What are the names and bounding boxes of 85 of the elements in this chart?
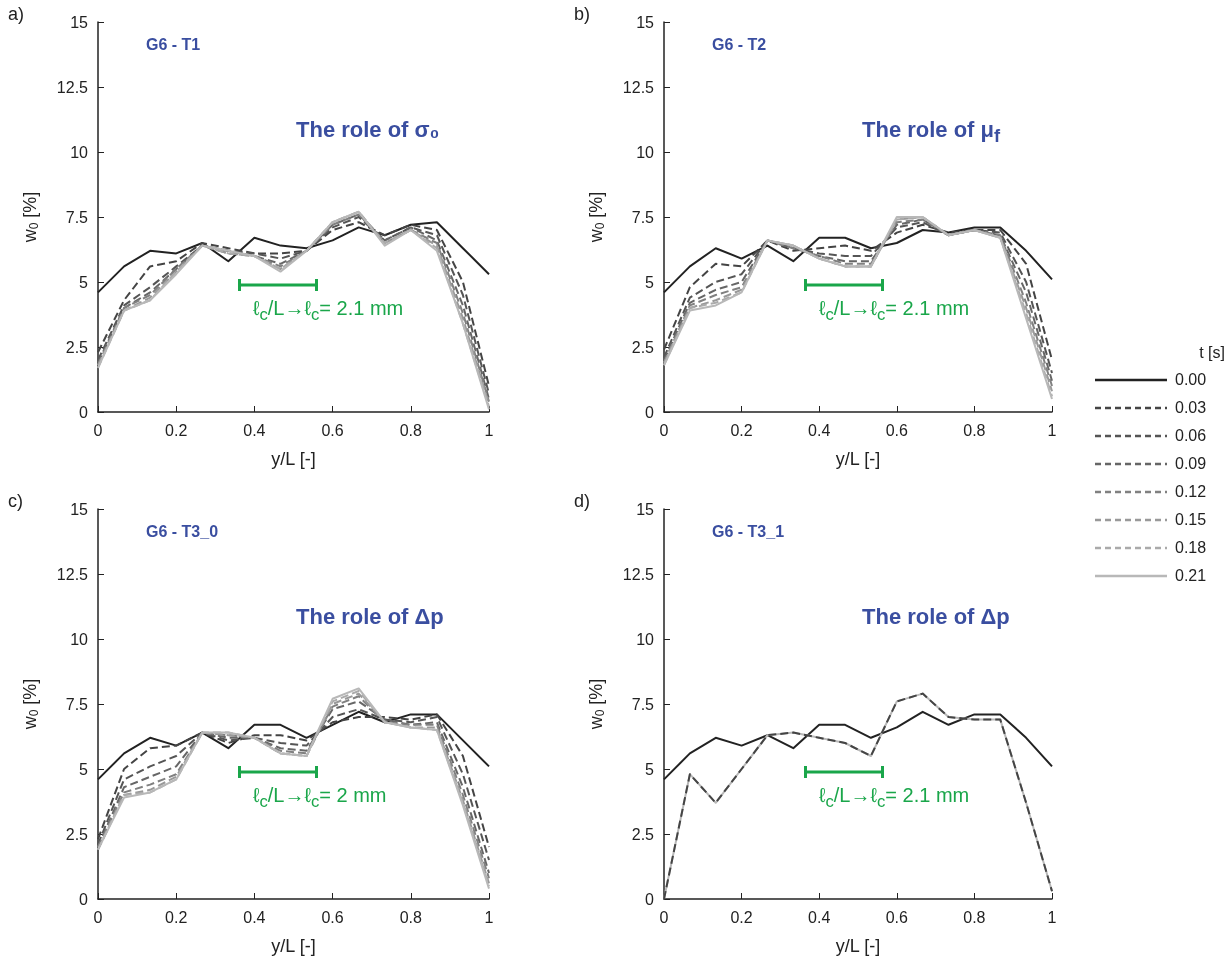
legend-label: 0.06	[1175, 427, 1207, 445]
x-tick-label: 0.4	[243, 421, 266, 439]
text: The role of Δp	[296, 604, 444, 630]
x-tick-label: 0	[659, 421, 669, 439]
y-tick-label: 0	[79, 403, 89, 421]
x-tick-label: 0.6	[885, 421, 909, 439]
legend-label: 0.00	[1175, 371, 1207, 389]
x-tick-label: 0	[659, 908, 669, 926]
annotation: ℓ$_{c}$/L→ℓ$_{c}$= 2.1 mm	[819, 297, 970, 325]
x-tick-label: 1	[484, 421, 494, 439]
legend-label: 0.12	[1175, 483, 1207, 501]
x-axis-title: y/L [-]	[271, 449, 316, 469]
y-axis-title: w0 [%]	[586, 678, 607, 731]
x-tick-label: 0	[93, 421, 103, 439]
text: G6 - T2	[712, 36, 767, 54]
x-tick-label: 0.2	[730, 421, 753, 439]
y-tick-label: 0	[645, 890, 655, 908]
legend-label: 0.15	[1175, 511, 1207, 529]
y-tick-label: 15	[636, 500, 655, 518]
text: G6 - T1	[146, 36, 201, 54]
y-tick-label: 7.5	[65, 695, 89, 713]
x-axis-title: y/L [-]	[835, 936, 881, 956]
text: G6 - T3_1	[712, 523, 785, 541]
x-tick-label: 0.8	[399, 908, 423, 926]
text: The role of Δp	[862, 604, 1010, 630]
legend-title: t [s]	[1198, 343, 1225, 363]
y-tick-label: 12.5	[56, 78, 89, 96]
y-tick-label: 5	[79, 273, 89, 291]
x-tick-label: 0.4	[243, 908, 266, 926]
text: b)	[574, 4, 591, 25]
x-tick-label: 0.6	[885, 908, 909, 926]
y-tick-label: 10	[70, 143, 89, 161]
y-tick-label: 0	[645, 403, 655, 421]
x-axis-title: y/L [-]	[271, 936, 316, 956]
legend-label: 0.18	[1175, 539, 1207, 557]
y-tick-label: 0	[79, 890, 89, 908]
x-tick-label: 0	[93, 908, 103, 926]
text: d)	[574, 491, 591, 512]
text: c)	[8, 491, 23, 512]
x-tick-label: 0.4	[808, 908, 831, 926]
y-axis-title: w0 [%]	[586, 191, 607, 244]
x-tick-label: 1	[1047, 421, 1057, 439]
annotation: ℓ$_{c}$/L→ℓ$_{c}$= 2.1 mm	[819, 784, 970, 812]
y-tick-label: 12.5	[56, 565, 89, 583]
legend-label: 0.09	[1175, 455, 1207, 473]
y-tick-label: 2.5	[65, 338, 89, 356]
text: G6 - T3_0	[146, 523, 219, 541]
y-tick-label: 10	[636, 630, 655, 648]
legend-label: 0.03	[1175, 399, 1207, 417]
y-tick-label: 15	[636, 13, 655, 31]
y-tick-label: 7.5	[631, 208, 655, 226]
legend-label: 0.21	[1175, 567, 1207, 585]
text: The role of σ₀	[296, 117, 440, 143]
annotation: ℓ$_{c}$/L→ℓ$_{c}$= 2 mm	[253, 784, 387, 812]
x-tick-label: 0.4	[808, 421, 831, 439]
y-tick-label: 5	[645, 760, 655, 778]
text: a)	[8, 4, 25, 25]
x-tick-label: 0.8	[963, 908, 986, 926]
y-tick-label: 12.5	[622, 565, 655, 583]
y-tick-label: 2.5	[631, 338, 655, 356]
x-tick-label: 0.2	[165, 421, 188, 439]
y-axis-title: w0 [%]	[20, 678, 41, 731]
x-tick-label: 0.8	[399, 421, 423, 439]
x-tick-label: 0.8	[963, 421, 986, 439]
x-tick-label: 0.6	[321, 421, 344, 439]
y-tick-label: 5	[645, 273, 655, 291]
annotation: ℓ$_{c}$/L→ℓ$_{c}$= 2.1 mm	[253, 297, 404, 325]
y-tick-label: 10	[70, 630, 89, 648]
y-tick-label: 2.5	[631, 825, 655, 843]
text: The role of μ$_{f}$	[862, 117, 1001, 148]
y-axis-title: w0 [%]	[20, 191, 41, 244]
x-tick-label: 1	[484, 908, 494, 926]
x-axis-title: y/L [-]	[835, 449, 881, 469]
y-tick-label: 15	[70, 13, 89, 31]
x-tick-label: 1	[1047, 908, 1057, 926]
y-tick-label: 5	[79, 760, 89, 778]
y-tick-label: 10	[636, 143, 655, 161]
x-tick-label: 0.6	[321, 908, 344, 926]
x-tick-label: 0.2	[730, 908, 753, 926]
x-tick-label: 0.2	[165, 908, 188, 926]
y-tick-label: 12.5	[622, 78, 655, 96]
y-tick-label: 7.5	[65, 208, 89, 226]
y-tick-label: 15	[70, 500, 89, 518]
y-tick-label: 7.5	[631, 695, 655, 713]
y-tick-label: 2.5	[65, 825, 89, 843]
